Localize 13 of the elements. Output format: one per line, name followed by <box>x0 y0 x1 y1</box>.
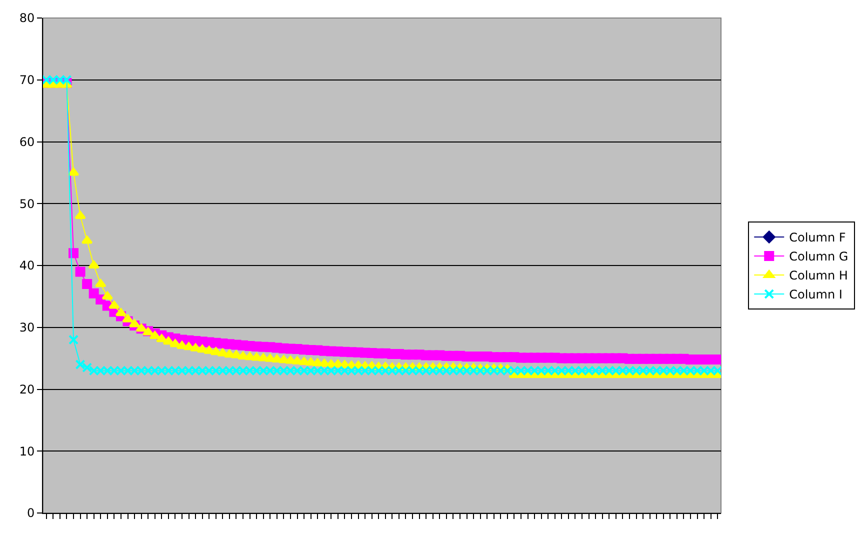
legend-label: Column H <box>789 268 848 283</box>
legend-label: Column F <box>789 230 846 245</box>
y-tick-label: 40 <box>19 258 35 273</box>
y-tick-label: 70 <box>19 73 35 88</box>
y-tick-label: 10 <box>19 444 35 458</box>
y-tick-label: 60 <box>19 134 35 149</box>
y-tick-label: 30 <box>19 320 35 335</box>
y-tick-label: 0 <box>26 506 35 520</box>
y-tick-label: 50 <box>19 196 35 211</box>
legend-label: Column G <box>789 250 848 264</box>
y-tick-label: 20 <box>19 382 35 396</box>
legend-label: Column I <box>789 288 842 302</box>
y-tick-label: 80 <box>19 11 35 26</box>
